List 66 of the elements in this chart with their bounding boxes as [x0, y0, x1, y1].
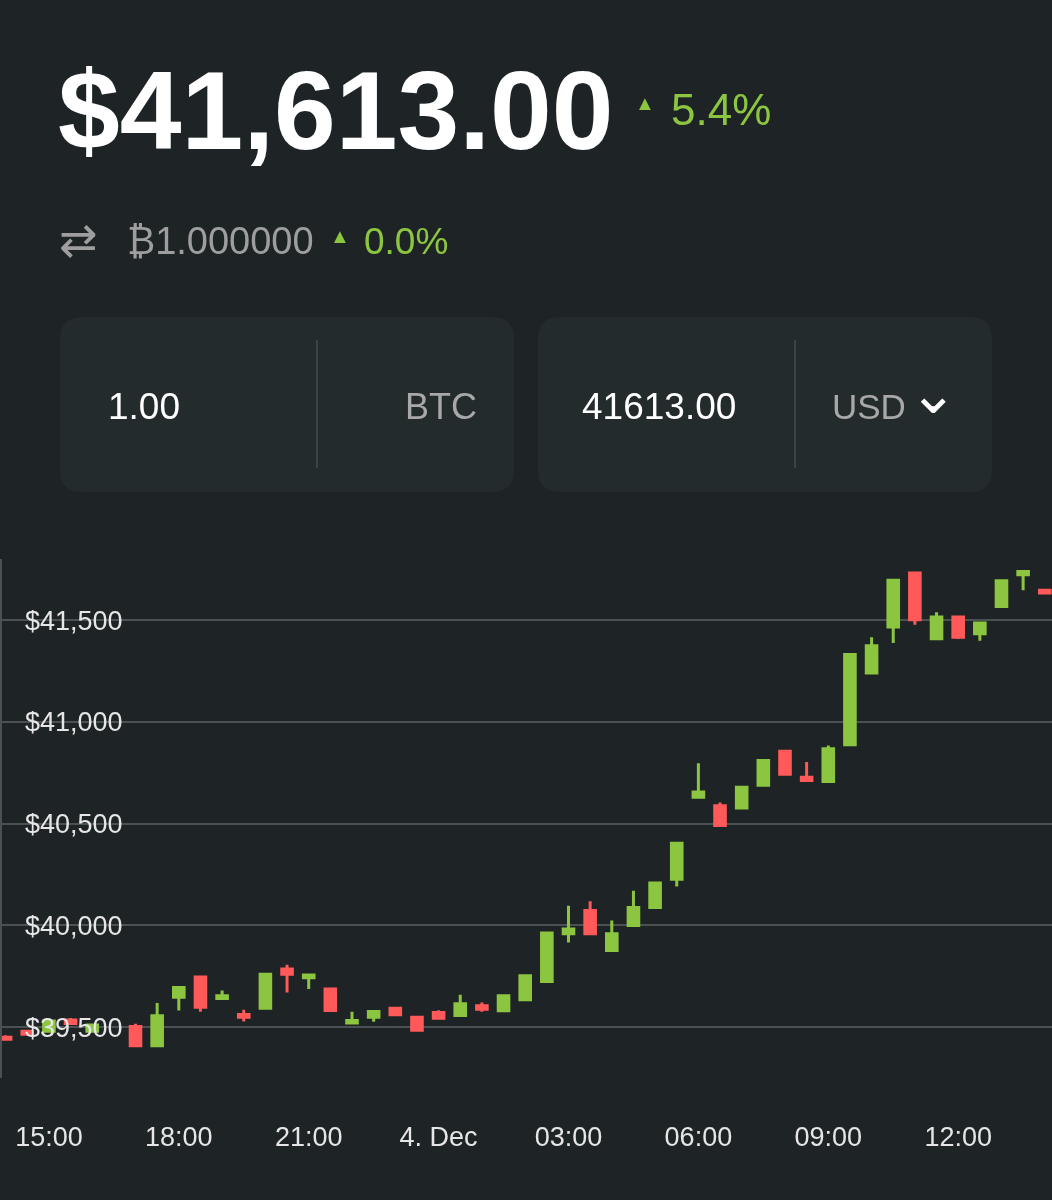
candlestick: [864, 637, 879, 675]
candlestick: [301, 973, 316, 991]
candlestick: [843, 652, 857, 747]
text: ₿1.000000: [127, 220, 314, 262]
candlestick: [345, 1010, 359, 1025]
text: 41613.00: [582, 386, 737, 427]
candlestick: [172, 985, 186, 1011]
candlestick: [626, 890, 641, 928]
candlestick: [215, 988, 229, 1000]
candlestick: [778, 749, 792, 776]
x-tick-label: 18:00: [145, 1122, 213, 1152]
x-tick-label: 4. Dec: [399, 1122, 478, 1152]
candlestick: [886, 578, 901, 644]
candlestick: [410, 1014, 424, 1032]
text: USD: [832, 387, 906, 426]
candlestick: [669, 841, 684, 887]
text: 5.4%: [671, 85, 772, 134]
candlestick: [929, 612, 944, 641]
candlestick: [1016, 570, 1030, 591]
text: 1.00: [108, 386, 181, 427]
candlestick: [431, 1008, 446, 1020]
candlestick: [994, 579, 1009, 608]
candlestick: [734, 785, 749, 810]
candlestick: [453, 994, 468, 1018]
x-tick-label: 21:00: [274, 1122, 343, 1152]
text: ▲: [635, 92, 655, 114]
candlestick: [280, 964, 294, 993]
x-tick-label: 12:00: [924, 1122, 992, 1152]
x-tick-label: 06:00: [664, 1122, 733, 1152]
text: ⌄: [909, 360, 958, 425]
text: ▲: [330, 225, 350, 247]
text: BTC: [405, 386, 477, 427]
candlestick: [951, 615, 965, 639]
candlestick: [540, 931, 554, 984]
candlestick: [799, 762, 814, 782]
candlestick: [236, 1008, 251, 1023]
candlestick: [561, 905, 576, 943]
text: ⇄: [59, 214, 98, 266]
y-tick-label: $41,500: [24, 605, 123, 636]
candlestick: [973, 621, 987, 641]
candlestick: [150, 1003, 164, 1048]
candlestick: [475, 1000, 489, 1014]
candlestick: [908, 571, 922, 625]
x-tick-label: 15:00: [15, 1122, 83, 1152]
candlestick: [691, 763, 706, 799]
candlestick: [323, 987, 338, 1012]
chart-title: $41,613.00: [58, 48, 614, 173]
candlestick: [648, 881, 662, 909]
text: 0.0%: [364, 221, 449, 262]
candlestick: [518, 974, 532, 1002]
candlestick: [128, 1023, 143, 1048]
candlestick: [583, 901, 597, 936]
x-tick-label: 09:00: [794, 1122, 863, 1152]
candlestick: [821, 745, 836, 783]
y-tick-label: $40,000: [24, 910, 123, 941]
candlestick: [258, 972, 273, 1010]
candlestick: [604, 920, 619, 952]
candlestick: [756, 758, 771, 787]
candlestick: [193, 975, 208, 1012]
x-tick-label: 03:00: [534, 1122, 603, 1152]
y-tick-label: $40,500: [24, 809, 123, 840]
candlestick: [713, 802, 727, 827]
y-tick-label: $41,000: [24, 707, 123, 738]
candlestick: [496, 993, 511, 1013]
candlestick: [388, 1006, 403, 1017]
candlestick: [366, 1009, 381, 1024]
